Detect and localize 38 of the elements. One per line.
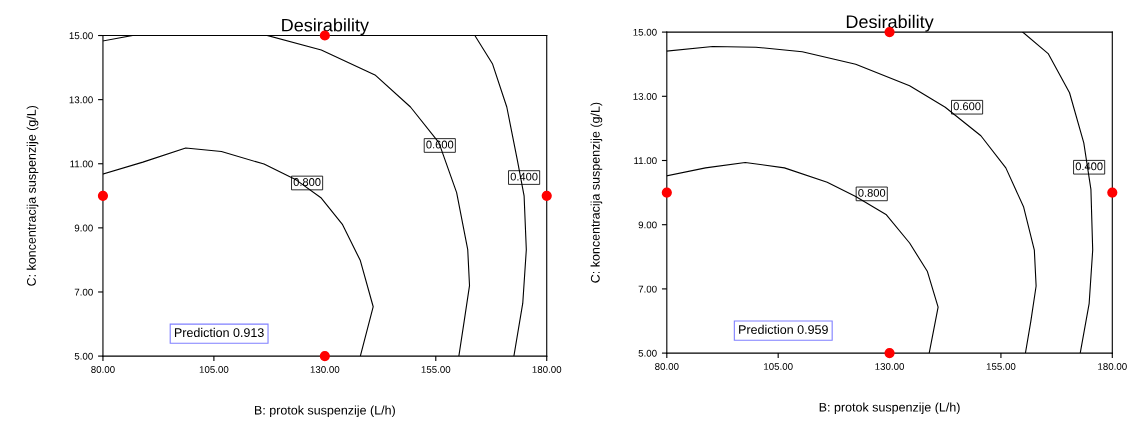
y-axis-title: C: koncentracija suspenzije (g/L)	[26, 105, 39, 286]
point	[319, 351, 330, 362]
y-tick-label: 11.00	[70, 160, 93, 168]
x-tick-label: 105.00	[764, 363, 793, 370]
y-tick-label: 15.00	[633, 28, 657, 36]
y-axis-title: C: koncentracija suspenzije (g/L)	[590, 102, 603, 283]
annotation: 0.600	[953, 102, 981, 111]
chart-title: Desirability	[846, 14, 934, 32]
y-tick-label: 5.00	[74, 352, 93, 360]
x-tick-label: 180.00	[1098, 363, 1127, 370]
x-tick-label: 130.00	[310, 366, 340, 373]
point	[884, 348, 895, 359]
x-tick-label: 105.00	[199, 366, 229, 373]
y-tick-label: 13.00	[69, 96, 93, 104]
x-tick-label: 180.00	[532, 366, 562, 373]
y-tick-label: 9.00	[74, 224, 93, 232]
point	[1107, 187, 1118, 198]
y-tick-label: 13.00	[633, 93, 657, 100]
x-tick-label: 155.00	[421, 366, 451, 373]
x-tick-label: 155.00	[986, 363, 1016, 370]
y-tick-label: 9.00	[638, 221, 657, 229]
point	[541, 190, 552, 201]
x-tick-label: 80.00	[91, 366, 115, 373]
annotation: Prediction 0.959	[739, 324, 828, 334]
x-tick-label: 130.00	[875, 363, 905, 370]
y-tick-label: 11.00	[634, 157, 657, 165]
x-tick-label: 80.00	[655, 363, 679, 370]
y-tick-label: 15.00	[69, 32, 93, 40]
x-axis-title: B: protok suspenzije (L/h)	[255, 405, 395, 418]
y-tick-label: 7.00	[638, 285, 657, 293]
y-tick-label: 5.00	[638, 349, 657, 357]
y-tick-label: 7.00	[74, 288, 93, 296]
annotation: Prediction 0.913	[174, 327, 264, 338]
chart-title: Desirability	[282, 18, 369, 36]
point	[97, 190, 109, 201]
annotation: 0.800	[858, 189, 886, 197]
point	[661, 187, 672, 198]
x-axis-title: B: protok suspenzije (L/h)	[819, 402, 960, 415]
